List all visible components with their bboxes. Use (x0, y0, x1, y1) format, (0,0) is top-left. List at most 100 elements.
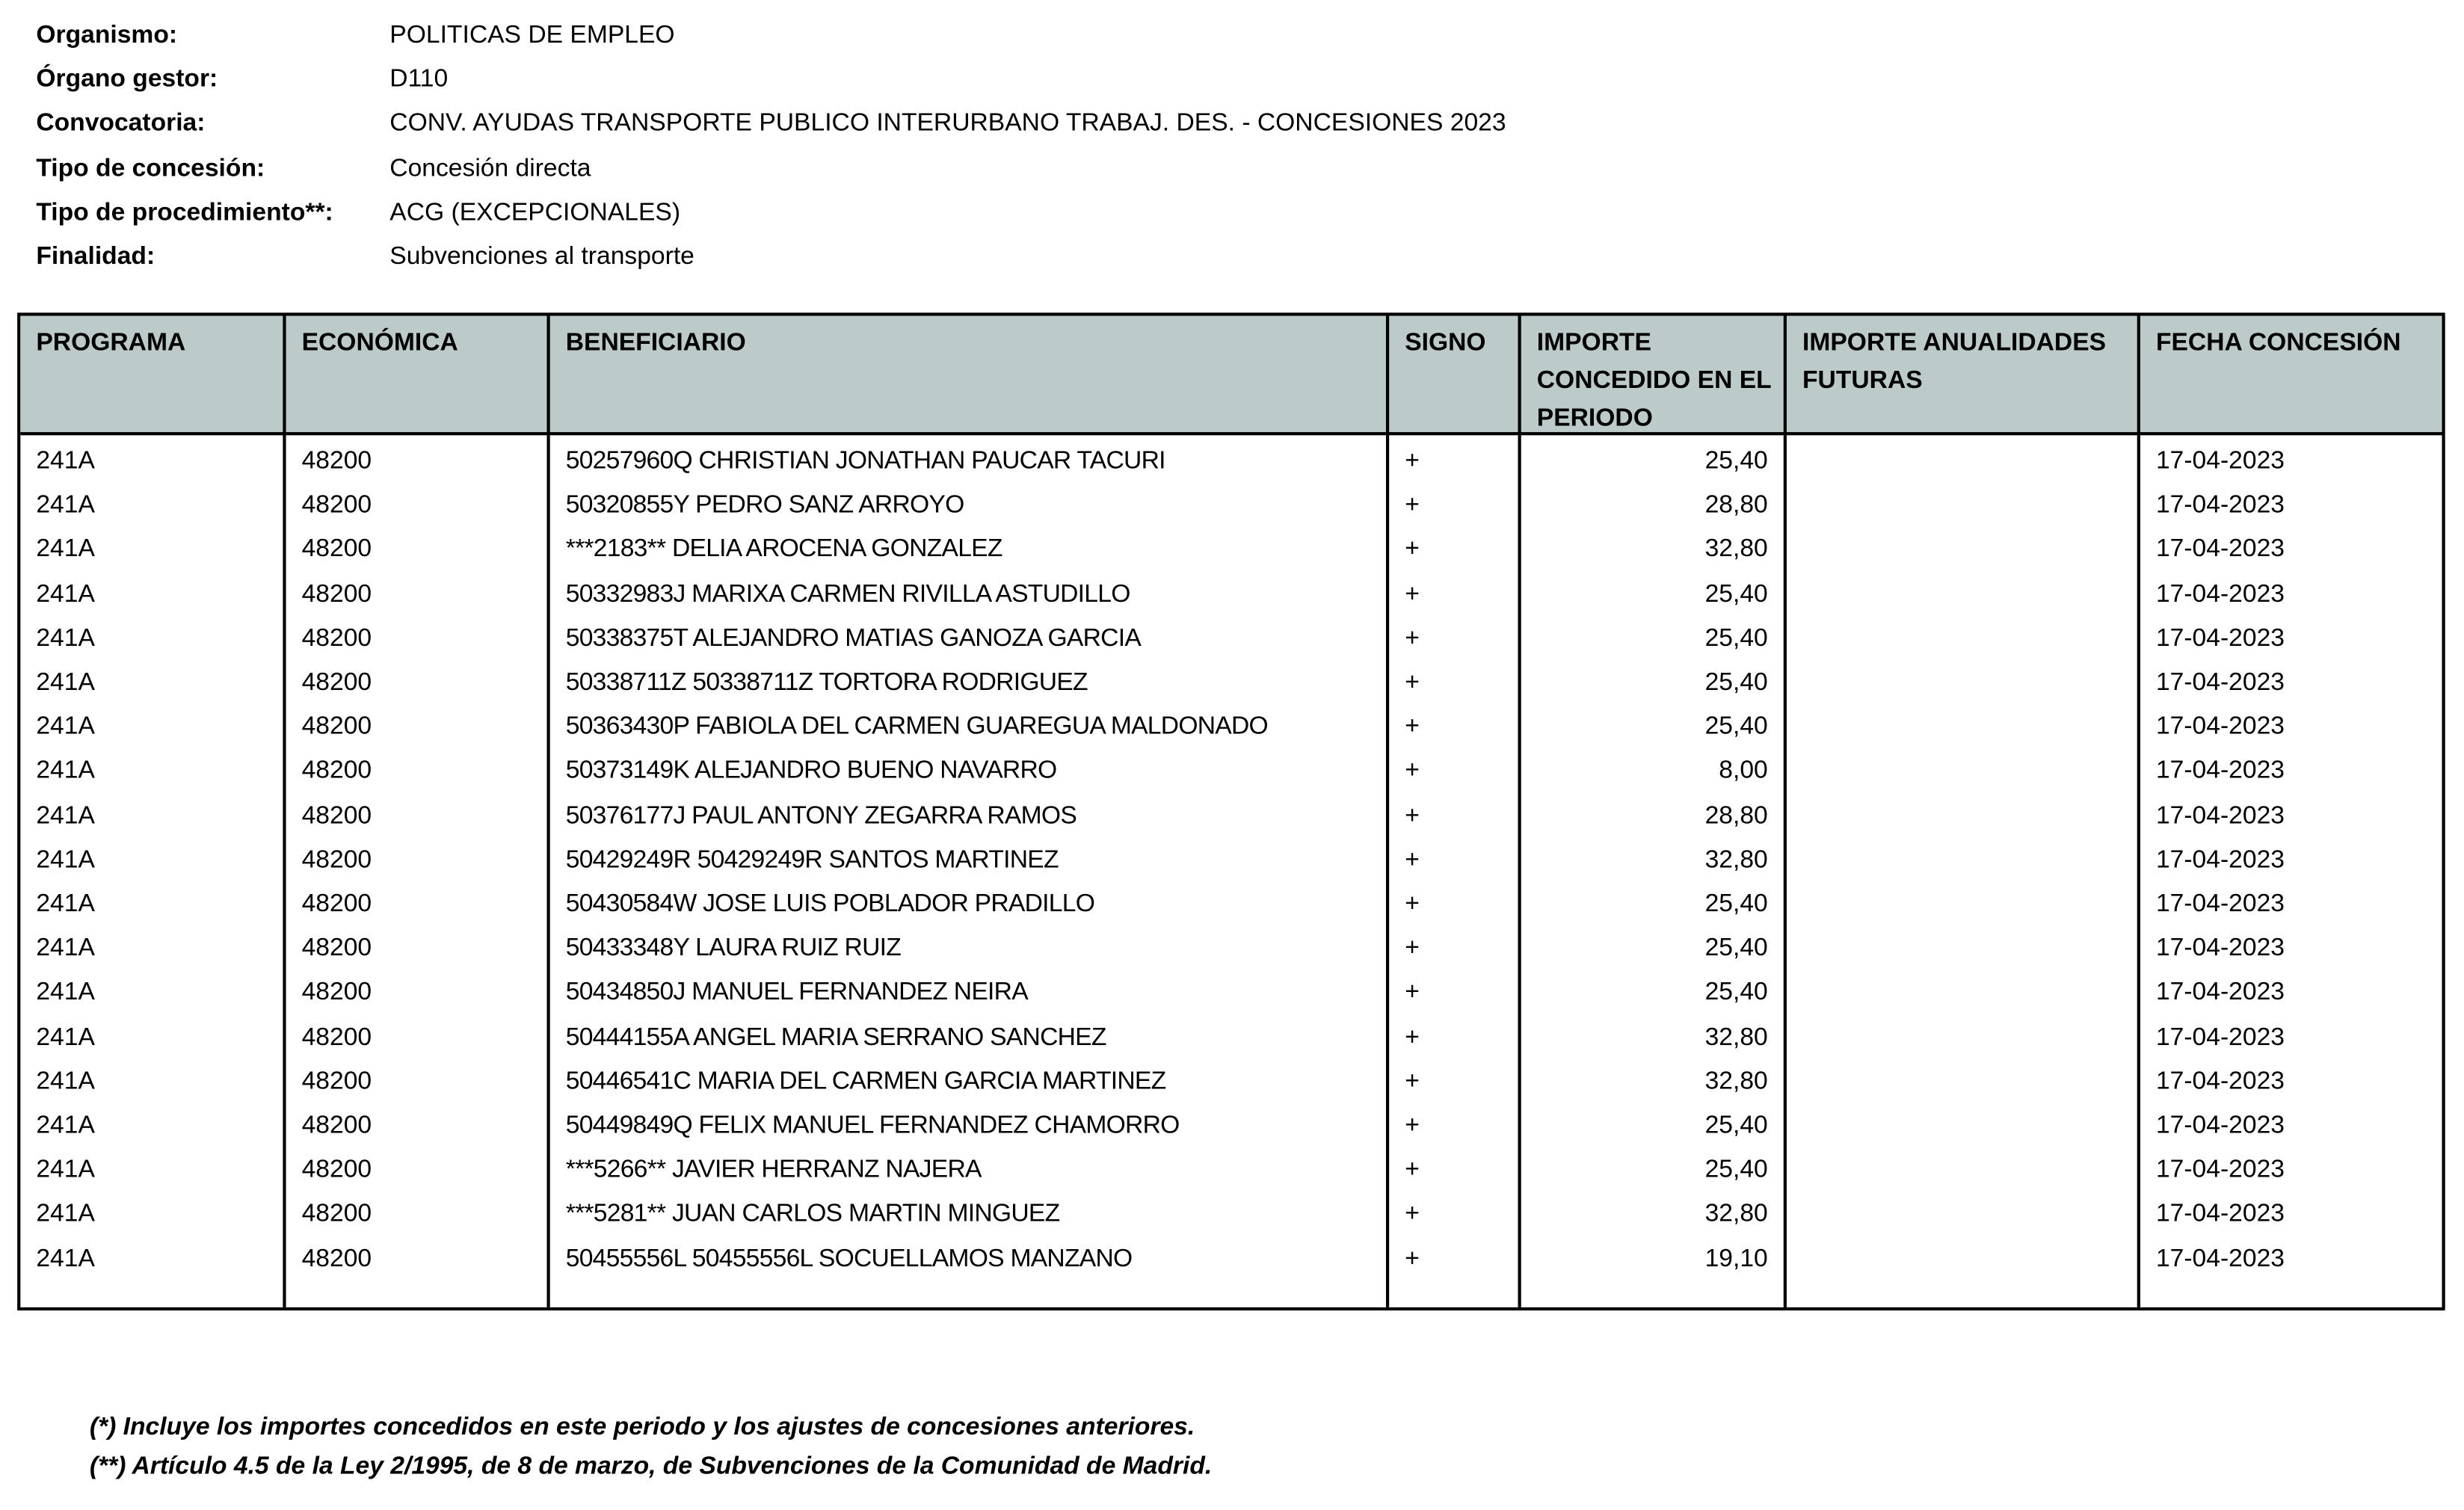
cell-signo: + (1405, 979, 1420, 1007)
cell-beneficiario: 50257960Q CHRISTIAN JONATHAN PAUCAR TACU… (565, 448, 1166, 475)
cell-beneficiario: ***5266** JAVIER HERRANZ NAJERA (565, 1156, 982, 1184)
cell-importe-concedido: 28,80 (1704, 492, 1768, 520)
info-value: Subvenciones al transporte (389, 243, 694, 271)
info-value: D110 (389, 66, 449, 93)
cell-programa: 241A (36, 979, 95, 1007)
header-signo: SIGNO (1405, 330, 1486, 357)
table-row: 241A 48200 50429249R 50429249R SANTOS MART… (20, 839, 2442, 883)
info-value: ACG (EXCEPCIONALES) (389, 199, 681, 226)
cell-programa: 241A (36, 757, 95, 785)
cell-programa: 241A (36, 713, 95, 741)
table-row: 241A 48200 ***5281** JUAN CARLOS MARTIN MI… (20, 1193, 2442, 1237)
cell-importe-concedido: 28,80 (1704, 802, 1768, 830)
info-value: POLITICAS DE EMPLEO (389, 22, 675, 49)
cell-programa: 241A (36, 935, 95, 962)
cell-programa: 241A (36, 1067, 95, 1095)
cell-fecha-concesion: 17-04-2023 (2155, 979, 2285, 1007)
cell-fecha-concesion: 17-04-2023 (2155, 1023, 2285, 1051)
cell-signo: + (1405, 713, 1420, 741)
cell-importe-concedido: 25,40 (1704, 935, 1768, 962)
cell-economica: 48200 (301, 802, 372, 830)
cell-signo: + (1405, 1245, 1420, 1272)
cell-signo: + (1405, 625, 1420, 652)
info-label: Finalidad: (36, 243, 155, 271)
footnote-1: (*) Incluye los importes concedidos en e… (89, 1414, 1195, 1441)
cell-programa: 241A (36, 1156, 95, 1184)
column-divider (1783, 315, 1786, 1307)
cell-programa: 241A (36, 669, 95, 697)
cell-programa: 241A (36, 846, 95, 874)
cell-importe-concedido: 8,00 (1719, 757, 1768, 785)
cell-fecha-concesion: 17-04-2023 (2155, 448, 2285, 475)
cell-economica: 48200 (301, 1067, 372, 1095)
cell-fecha-concesion: 17-04-2023 (2155, 890, 2285, 918)
cell-beneficiario: 50430584W JOSE LUIS POBLADOR PRADILLO (565, 890, 1095, 918)
cell-fecha-concesion: 17-04-2023 (2155, 935, 2285, 962)
cell-economica: 48200 (301, 1156, 372, 1184)
cell-signo: + (1405, 757, 1420, 785)
info-label: Órgano gestor: (36, 66, 218, 93)
cell-fecha-concesion: 17-04-2023 (2155, 625, 2285, 652)
cell-programa: 241A (36, 492, 95, 520)
cell-beneficiario: ***2183** DELIA AROCENA GONZALEZ (565, 536, 1003, 564)
table-row: 241A 48200 50455556L 50455556L SOCUELLAMOS… (20, 1238, 2442, 1282)
cell-economica: 48200 (301, 669, 372, 697)
info-label: Convocatoria: (36, 110, 206, 138)
cell-beneficiario: 50363430P FABIOLA DEL CARMEN GUAREGUA MA… (565, 713, 1269, 741)
cell-fecha-concesion: 17-04-2023 (2155, 669, 2285, 697)
cell-importe-concedido: 32,80 (1704, 536, 1768, 564)
cell-importe-concedido: 32,80 (1704, 1023, 1768, 1051)
header-beneficiario: BENEFICIARIO (565, 330, 746, 357)
cell-signo: + (1405, 1156, 1420, 1184)
cell-economica: 48200 (301, 1201, 372, 1228)
cell-signo: + (1405, 1201, 1420, 1228)
header-importe-concedido: IMPORTE CONCEDIDO EN EL PERIODO (1536, 330, 1772, 433)
cell-economica: 48200 (301, 625, 372, 652)
cell-importe-concedido: 32,80 (1704, 846, 1768, 874)
cell-signo: + (1405, 669, 1420, 697)
column-divider (283, 315, 286, 1307)
cell-programa: 241A (36, 1245, 95, 1272)
cell-fecha-concesion: 17-04-2023 (2155, 1112, 2285, 1139)
cell-importe-concedido: 25,40 (1704, 448, 1768, 475)
cell-fecha-concesion: 17-04-2023 (2155, 1067, 2285, 1095)
cell-beneficiario: 50338375T ALEJANDRO MATIAS GANOZA GARCIA (565, 625, 1142, 652)
table-row: 241A 48200 50320855Y PEDRO SANZ ARROYO +28,… (20, 484, 2442, 528)
table-header: PROGRAMA ECONÓMICA BENEFICIARIO SIGNO IMPORT… (20, 315, 2442, 436)
cell-importe-concedido: 25,40 (1704, 1112, 1768, 1139)
cell-signo: + (1405, 448, 1420, 475)
cell-economica: 48200 (301, 935, 372, 962)
cell-economica: 48200 (301, 580, 372, 608)
table-row: 241A 48200 ***5266** JAVIER HERRANZ NAJERA… (20, 1149, 2442, 1193)
cell-fecha-concesion: 17-04-2023 (2155, 536, 2285, 564)
cell-signo: + (1405, 890, 1420, 918)
cell-signo: + (1405, 802, 1420, 830)
table-row: 241A 48200 50376177J PAUL ANTONY ZEGARRA R… (20, 795, 2442, 839)
cell-programa: 241A (36, 448, 95, 475)
cell-programa: 241A (36, 536, 95, 564)
table-row: 241A 48200 50338711Z 50338711Z TORTORA ROD… (20, 662, 2442, 706)
cell-beneficiario: 50376177J PAUL ANTONY ZEGARRA RAMOS (565, 802, 1077, 830)
column-divider (2137, 315, 2140, 1307)
cell-beneficiario: 50434850J MANUEL FERNANDEZ NEIRA (565, 979, 1029, 1007)
cell-beneficiario: 50373149K ALEJANDRO BUENO NAVARRO (565, 757, 1057, 785)
cell-importe-concedido: 25,40 (1704, 580, 1768, 608)
info-value: CONV. AYUDAS TRANSPORTE PUBLICO INTERURB… (389, 110, 1506, 138)
table-row: 241A 48200 50433348Y LAURA RUIZ RUIZ +25,40… (20, 928, 2442, 972)
cell-economica: 48200 (301, 757, 372, 785)
cell-economica: 48200 (301, 979, 372, 1007)
cell-economica: 48200 (301, 536, 372, 564)
cell-signo: + (1405, 846, 1420, 874)
column-divider (546, 315, 549, 1307)
header-fecha-concesion: FECHA CONCESIÓN (2155, 330, 2401, 357)
table-row: 241A 48200 50449849Q FELIX MANUEL FERNANDE… (20, 1105, 2442, 1149)
cell-beneficiario: 50429249R 50429249R SANTOS MARTINEZ (565, 846, 1059, 874)
column-divider (1518, 315, 1521, 1307)
cell-signo: + (1405, 580, 1420, 608)
table-row: 241A 48200 50363430P FABIOLA DEL CARMEN GU… (20, 706, 2442, 750)
cell-beneficiario: 50455556L 50455556L SOCUELLAMOS MANZANO (565, 1245, 1133, 1272)
cell-fecha-concesion: 17-04-2023 (2155, 1156, 2285, 1184)
cell-programa: 241A (36, 802, 95, 830)
info-label: Organismo: (36, 22, 178, 49)
